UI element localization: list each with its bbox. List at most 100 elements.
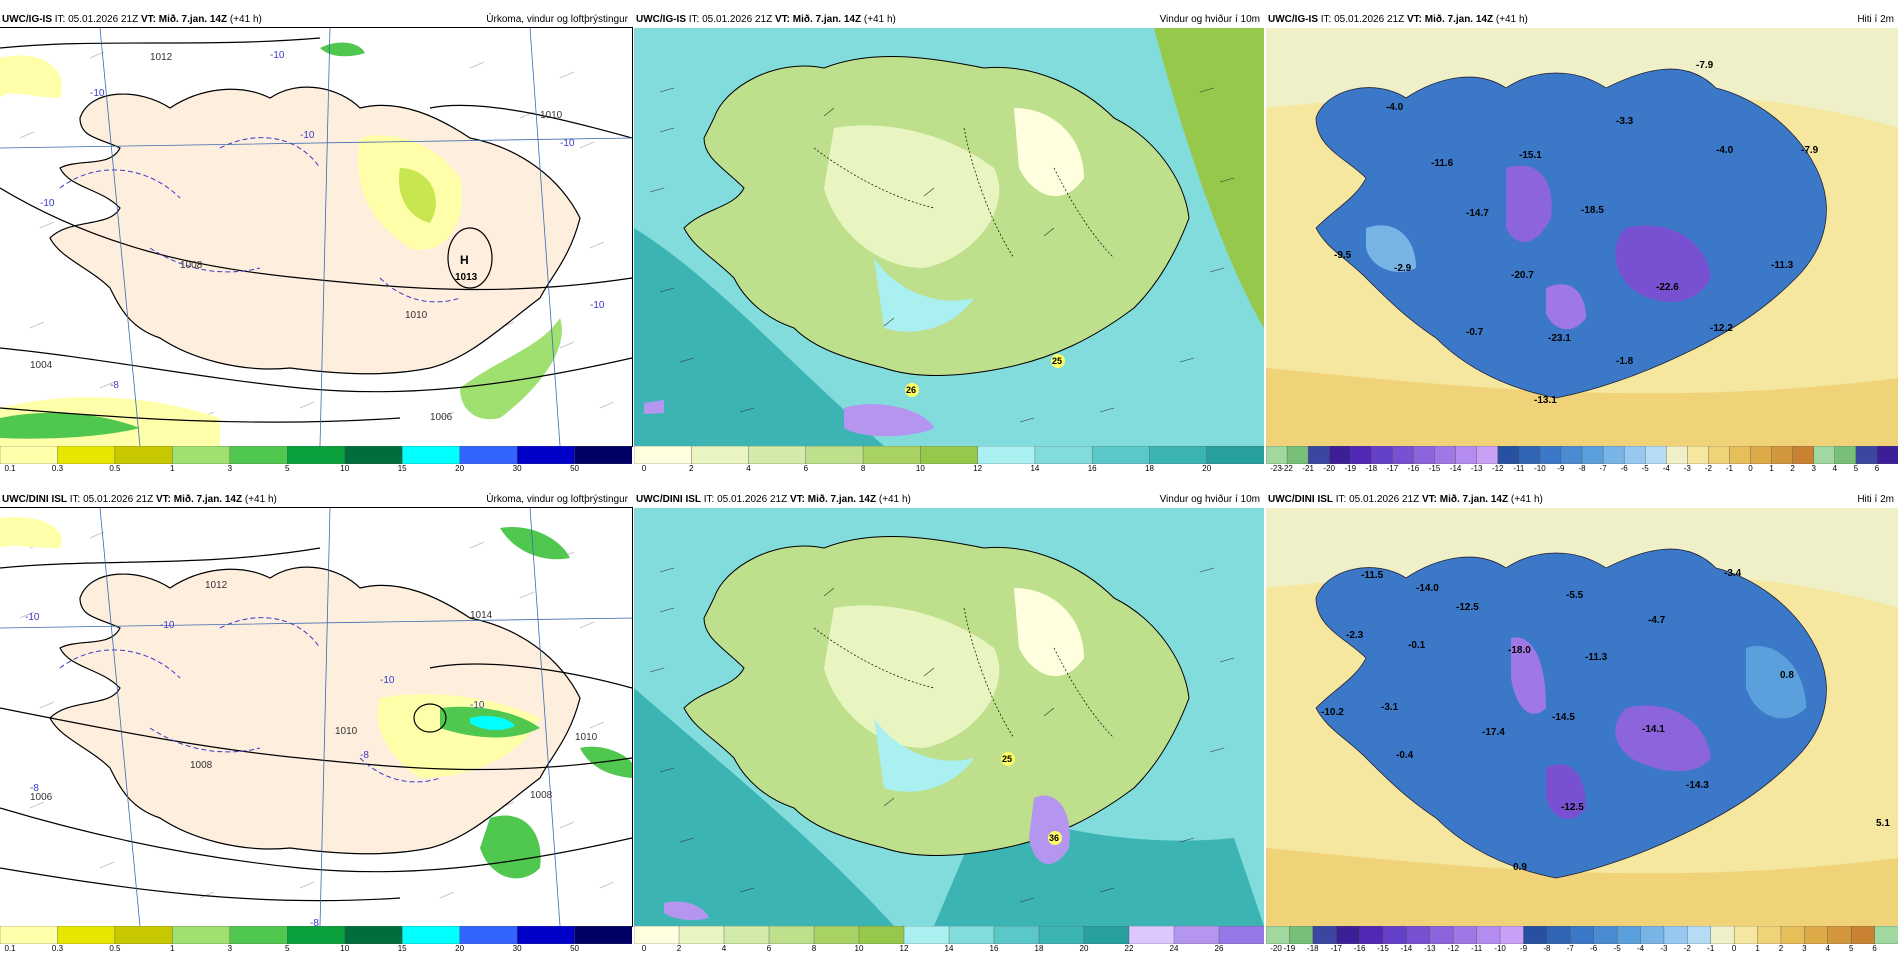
colorbar-tick-label: 0.1 <box>4 944 16 953</box>
colorbar-segment <box>1593 926 1618 944</box>
colorbar-wind <box>634 926 1264 944</box>
vt-label: VT: <box>1421 494 1437 505</box>
colorbar-tick-label: 0.5 <box>109 944 121 953</box>
colorbar-tick-label: 3 <box>227 464 233 473</box>
colorbar-segment <box>1307 446 1330 464</box>
temp-value: -17.4 <box>1482 727 1505 738</box>
colorbar-tick-label: 22 <box>1124 944 1134 953</box>
iceland-temp <box>1315 68 1827 399</box>
temperature-contours <box>59 137 461 303</box>
colorbar-segment <box>948 926 995 944</box>
colorbar-segment <box>1206 446 1264 464</box>
colorbar-tick-label: -21 <box>1302 464 1314 473</box>
temp-value: -11.3 <box>1771 260 1794 271</box>
temp-cold-core-3 <box>1546 284 1586 330</box>
temp-value: -2.3 <box>1346 630 1364 641</box>
temp-value: -0.7 <box>1466 327 1484 338</box>
model-name: UWC/IG-IS <box>2 14 52 25</box>
pressure-center-value: 1013 <box>455 272 478 283</box>
colorbar-segment <box>813 926 860 944</box>
temp-value: -23.1 <box>1548 333 1571 344</box>
precip-ne-green <box>500 527 570 560</box>
colorbar-segment <box>1663 926 1689 944</box>
grid-lines <box>0 508 632 926</box>
colorbar-segment <box>1539 446 1562 464</box>
panel-wind-dini: UWC/DINI ISL IT: 05.01.2026 21Z VT: Mið.… <box>634 492 1264 953</box>
iceland-landmass <box>49 86 581 375</box>
it-value: 05.01.2026 21Z <box>68 14 139 25</box>
colorbar-segment <box>1329 446 1351 464</box>
colorbar-segment <box>691 446 750 464</box>
isobar-label: 1010 <box>405 310 428 321</box>
wind-corridor <box>874 258 974 332</box>
map-labels: 1012 1008 1004 1006 1013 H -10 -10 -10 -… <box>30 50 605 423</box>
temp-value: -1.8 <box>1616 356 1634 367</box>
lead-time: (+41 h) <box>863 14 896 25</box>
temp-cold-core-1 <box>1506 165 1552 242</box>
isobar-label: 1004 <box>30 360 53 371</box>
colorbar-segment <box>768 926 815 944</box>
panel-title: Hiti í 2m <box>1857 494 1894 505</box>
colorbar-tick-label: -13 <box>1470 464 1483 473</box>
temp-label: -10 <box>300 130 315 141</box>
colorbar-tick-label: 0.3 <box>51 464 64 473</box>
colorbar-segment <box>903 926 950 944</box>
colorbar-tick-label: 10 <box>340 944 350 953</box>
panel-header: UWC/IG-IS IT: 05.01.2026 21Z VT: Mið. 7.… <box>0 12 632 28</box>
colorbar-tick-label: 16 <box>989 944 999 953</box>
region-borders <box>813 607 1115 739</box>
temp-value: -14.5 <box>1552 712 1575 723</box>
temp-label: -10 <box>270 50 285 61</box>
colorbar-tick-label: 2 <box>1790 464 1795 473</box>
colorbar-segment <box>1455 446 1478 464</box>
colorbar-segment <box>401 926 461 944</box>
colorbar-tick-label: -11 <box>1471 944 1483 953</box>
colorbar-segment <box>1091 446 1151 464</box>
colorbar-tick-label: -16 <box>1407 464 1420 473</box>
colorbar-tick-label: 4 <box>721 944 727 953</box>
colorbar-segment <box>1813 446 1836 464</box>
colorbar-segment <box>1687 446 1710 464</box>
colorbar-tick-label: 5 <box>285 464 290 473</box>
colorbar-tick-label: -17 <box>1386 464 1399 473</box>
colorbar-segment <box>1289 926 1314 944</box>
colorbar-segment <box>1602 446 1625 464</box>
vt-label: VT: <box>789 494 805 505</box>
colorbar-segment <box>287 926 346 944</box>
colorbar-tick-label: -22 <box>1281 464 1293 473</box>
panel-temp-igis: UWC/IG-IS IT: 05.01.2026 21Z VT: Mið. 7.… <box>1266 12 1898 473</box>
colorbar-segment <box>401 446 461 464</box>
colorbar-tick-label: 12 <box>973 464 983 473</box>
map-precip: 1012 1008 1004 1006 1013 H -10 -10 -10 -… <box>0 27 633 447</box>
colorbar-segment <box>1560 446 1583 464</box>
vt-value: Mið. 7.jan. 14Z <box>807 494 877 505</box>
colorbar-tick-label: 4 <box>1832 464 1838 473</box>
panel-title: Vindur og hviður í 10m <box>1159 14 1260 25</box>
precip-southeast <box>480 815 541 879</box>
colorbar-tick-label: 18 <box>1034 944 1044 953</box>
colorbar-tick-label: 0 <box>641 944 647 953</box>
precip-east-green <box>580 746 632 778</box>
colorbar-tick-label: -3 <box>1660 944 1668 953</box>
colorbar-tick-label: -17 <box>1330 944 1342 953</box>
colorbar-tick-label: 6 <box>1874 464 1880 473</box>
precip-east-core <box>399 168 436 223</box>
colorbar-segment <box>1336 926 1361 944</box>
it-value: 05.01.2026 21Z <box>1334 14 1405 25</box>
isobar-label: 1008 <box>180 260 203 271</box>
colorbar-segment <box>287 446 346 464</box>
it-label: IT: <box>688 14 700 25</box>
colorbar-segment <box>1640 926 1665 944</box>
temp-label: -8 <box>310 918 319 926</box>
colorbar-tick-label: -2 <box>1683 944 1691 953</box>
it-label: IT: <box>54 14 66 25</box>
panel-precip-igis: UWC/IG-IS IT: 05.01.2026 21Z VT: Mið. 7.… <box>0 12 633 473</box>
colorbar-segment <box>574 926 632 944</box>
colorbar-tick-label: -8 <box>1543 944 1551 953</box>
colorbar-segment <box>920 446 979 464</box>
colorbar-tick-label: 10 <box>854 944 864 953</box>
colorbar-segment <box>1218 926 1264 944</box>
gust-patch-south <box>1029 795 1070 865</box>
colorbar-segment <box>1392 446 1415 464</box>
ocean-darker <box>634 228 884 446</box>
